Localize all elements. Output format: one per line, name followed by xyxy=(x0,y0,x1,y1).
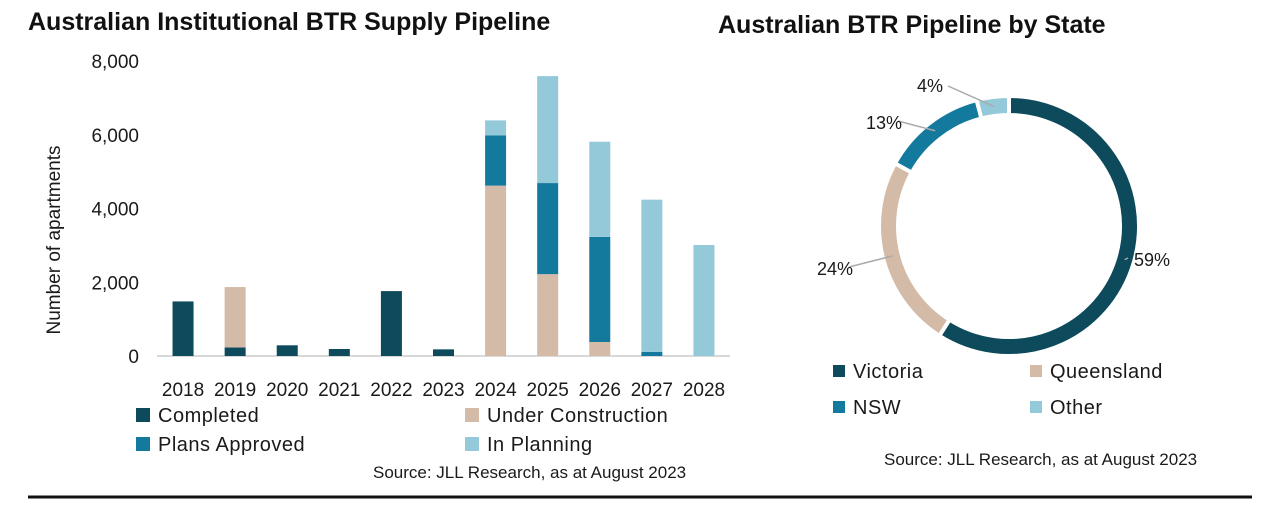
bar-segment xyxy=(485,185,507,356)
x-tick-label: 2024 xyxy=(474,380,517,401)
bar-segment xyxy=(693,245,715,356)
x-tick-label: 2022 xyxy=(370,380,412,401)
bar-chart-title: Australian Institutional BTR Supply Pipe… xyxy=(28,8,550,36)
y-tick-label: 6,000 xyxy=(91,126,139,147)
legend-label: Victoria xyxy=(853,361,924,383)
x-tick-label: 2021 xyxy=(318,380,360,401)
legend-swatch xyxy=(1030,401,1042,413)
legend-swatch xyxy=(136,408,150,422)
bar-legend: Completed Under Construction Plans Approve… xyxy=(136,405,668,456)
legend-label: Under Construction xyxy=(487,405,668,427)
legend-label: NSW xyxy=(853,397,901,419)
donut-legend: Victoria Queensland NSW Other xyxy=(833,361,1163,419)
y-tick-label: 2,000 xyxy=(91,273,139,294)
donut-slice xyxy=(877,160,953,339)
slice-percent-label: 59% xyxy=(1134,250,1170,270)
donut-labels: 59% 24% 13% 4% xyxy=(817,76,1170,279)
donut-slices xyxy=(877,93,1141,358)
bar-segment xyxy=(589,141,611,237)
x-axis-ticks: 2018 2019 2020 2021 2022 2023 2024 2025 2026 2027… xyxy=(162,380,725,401)
bar-segment xyxy=(537,76,559,184)
slice-percent-label: 24% xyxy=(817,259,853,279)
leader-line xyxy=(897,120,936,132)
legend-label: Other xyxy=(1050,397,1103,419)
bar-segment xyxy=(589,341,611,356)
y-tick-label: 4,000 xyxy=(91,200,139,221)
bar-segment xyxy=(380,291,402,356)
x-tick-label: 2019 xyxy=(214,380,256,401)
y-axis-ticks: 0 2,000 4,000 6,000 8,000 xyxy=(91,52,139,368)
legend-swatch xyxy=(833,365,845,377)
y-tick-label: 8,000 xyxy=(91,52,139,73)
leader-line xyxy=(947,85,995,108)
bar-segment xyxy=(589,236,611,342)
legend-label: Plans Approved xyxy=(158,434,305,456)
x-tick-label: 2025 xyxy=(527,380,569,401)
bar-segment xyxy=(485,135,507,186)
x-tick-label: 2023 xyxy=(422,380,464,401)
x-tick-label: 2028 xyxy=(683,380,725,401)
slice-percent-label: 13% xyxy=(866,113,902,133)
donut-chart-source: Source: JLL Research, as at August 2023 xyxy=(884,450,1197,469)
leader-line xyxy=(1124,257,1129,261)
bar-segment xyxy=(485,120,507,136)
bar-segment xyxy=(276,345,298,356)
legend-swatch xyxy=(465,408,479,422)
bar-segment xyxy=(172,301,194,356)
bar-segment xyxy=(224,287,246,348)
state-donut-chart: Australian BTR Pipeline by State 59% 24% 1… xyxy=(718,11,1197,469)
donut-slice xyxy=(936,93,1141,358)
donut-chart-title: Australian BTR Pipeline by State xyxy=(718,11,1106,39)
bar-chart-source: Source: JLL Research, as at August 2023 xyxy=(373,463,686,482)
leader-line xyxy=(848,255,893,268)
slice-percent-label: 4% xyxy=(917,76,943,96)
x-tick-label: 2020 xyxy=(266,380,308,401)
legend-swatch xyxy=(465,437,479,451)
bar-series xyxy=(172,76,715,356)
legend-swatch xyxy=(1030,365,1042,377)
legend-label: Completed xyxy=(158,405,259,427)
bar-segment xyxy=(328,348,350,356)
x-tick-label: 2018 xyxy=(162,380,204,401)
x-tick-label: 2027 xyxy=(631,380,673,401)
legend-swatch xyxy=(136,437,150,451)
bar-segment xyxy=(224,347,246,356)
bar-segment xyxy=(433,349,454,356)
bar-segment xyxy=(641,351,663,356)
bar-segment xyxy=(537,183,559,275)
y-tick-label: 0 xyxy=(128,347,139,368)
legend-swatch xyxy=(833,401,845,413)
legend-label: In Planning xyxy=(487,434,593,456)
bar-segment xyxy=(641,199,663,352)
x-tick-label: 2026 xyxy=(579,380,621,401)
legend-label: Queensland xyxy=(1050,361,1163,383)
supply-pipeline-chart: Australian Institutional BTR Supply Pipe… xyxy=(28,8,730,482)
donut-slice xyxy=(892,97,984,176)
y-axis-title: Number of apartments xyxy=(44,145,65,334)
donut-slice xyxy=(974,93,1011,121)
bar-segment xyxy=(537,274,559,356)
